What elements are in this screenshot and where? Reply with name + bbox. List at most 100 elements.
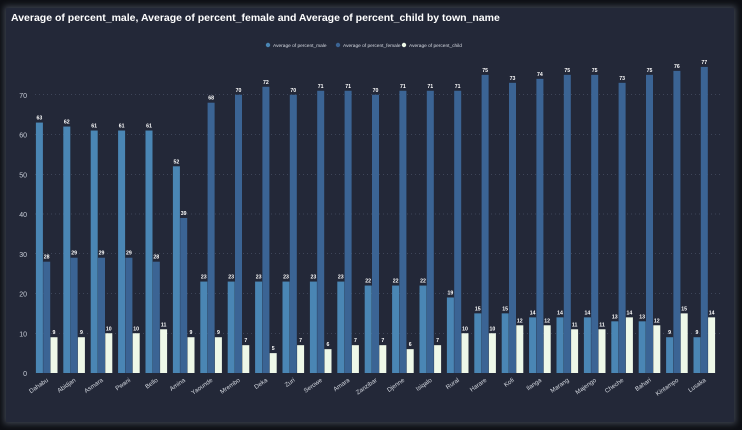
data-label: 12 xyxy=(544,318,550,324)
bar[interactable] xyxy=(132,333,140,373)
x-tick-label: Harare xyxy=(469,377,489,394)
bar[interactable] xyxy=(488,333,496,373)
bar[interactable] xyxy=(317,90,325,374)
bar[interactable] xyxy=(474,313,482,373)
data-label: 12 xyxy=(654,318,660,324)
data-label: 9 xyxy=(668,330,671,336)
bar[interactable] xyxy=(227,281,235,373)
bar[interactable] xyxy=(591,74,599,373)
bar[interactable] xyxy=(337,281,345,373)
bar[interactable] xyxy=(242,345,250,373)
bar[interactable] xyxy=(543,325,551,373)
bar[interactable] xyxy=(200,281,208,373)
bar[interactable] xyxy=(379,345,387,373)
bar[interactable] xyxy=(125,257,133,373)
bar[interactable] xyxy=(364,285,372,373)
bar[interactable] xyxy=(646,74,653,373)
bar[interactable] xyxy=(406,349,414,373)
bar[interactable] xyxy=(324,349,332,373)
bar[interactable] xyxy=(536,78,544,373)
bar[interactable] xyxy=(509,82,516,373)
bar[interactable] xyxy=(446,297,454,373)
x-tick-label: Marang xyxy=(549,377,571,395)
data-label: 9 xyxy=(190,330,193,336)
bar[interactable] xyxy=(399,90,407,374)
x-tick-label: Rural xyxy=(445,377,461,391)
bar[interactable] xyxy=(118,130,126,373)
x-tick-label: Lusaka xyxy=(687,377,708,394)
bar[interactable] xyxy=(160,329,168,373)
bar[interactable] xyxy=(90,130,98,373)
bar[interactable] xyxy=(680,313,688,373)
bar[interactable] xyxy=(392,285,400,373)
bar[interactable] xyxy=(180,217,188,373)
legend-entry: Average of percent_female xyxy=(343,43,401,49)
bar[interactable] xyxy=(638,321,646,373)
data-label: 70 xyxy=(290,88,296,94)
bar[interactable] xyxy=(653,325,661,373)
bar[interactable] xyxy=(35,122,43,373)
chart-title: Average of percent_male, Average of perc… xyxy=(11,12,500,24)
bar[interactable] xyxy=(235,94,242,373)
bar[interactable] xyxy=(70,257,78,373)
data-label: 73 xyxy=(619,76,625,82)
y-tick-label: 20 xyxy=(19,292,27,299)
bar[interactable] xyxy=(556,317,564,373)
data-label: 11 xyxy=(161,322,167,328)
bar[interactable] xyxy=(625,317,633,373)
bar[interactable] xyxy=(172,166,180,373)
bar[interactable] xyxy=(434,345,442,373)
bar[interactable] xyxy=(63,126,71,373)
bar[interactable] xyxy=(454,90,462,374)
x-tick-label: Djenne xyxy=(386,377,407,394)
bar[interactable] xyxy=(372,94,379,373)
bar[interactable] xyxy=(426,90,434,374)
x-tick-label: Asmara xyxy=(83,377,105,395)
bar[interactable] xyxy=(583,317,591,373)
bar[interactable] xyxy=(50,337,58,373)
bar[interactable] xyxy=(461,333,469,373)
bar[interactable] xyxy=(666,337,674,373)
bar[interactable] xyxy=(105,333,113,373)
data-label: 10 xyxy=(106,326,112,332)
bar[interactable] xyxy=(77,337,85,373)
bar[interactable] xyxy=(207,102,215,373)
data-label: 11 xyxy=(599,322,605,328)
bar[interactable] xyxy=(297,345,305,373)
bar[interactable] xyxy=(309,281,317,373)
bar[interactable] xyxy=(700,66,708,374)
data-label: 6 xyxy=(409,342,412,348)
bar[interactable] xyxy=(571,329,579,373)
bar[interactable] xyxy=(673,70,681,374)
bar[interactable] xyxy=(419,285,427,373)
bar[interactable] xyxy=(187,337,195,373)
bar[interactable] xyxy=(344,90,352,374)
bar[interactable] xyxy=(598,329,606,373)
bar[interactable] xyxy=(282,281,290,373)
data-label: 62 xyxy=(64,120,70,126)
bar[interactable] xyxy=(269,353,277,373)
data-label: 9 xyxy=(80,330,83,336)
bar[interactable] xyxy=(289,94,297,373)
bar[interactable] xyxy=(501,313,509,373)
data-label: 70 xyxy=(373,88,379,94)
bar[interactable] xyxy=(152,261,160,373)
bar[interactable] xyxy=(214,337,222,373)
bar[interactable] xyxy=(481,74,489,373)
bar[interactable] xyxy=(529,317,537,373)
bar[interactable] xyxy=(98,257,105,373)
bar[interactable] xyxy=(43,261,51,373)
data-label: 5 xyxy=(272,346,275,352)
bar[interactable] xyxy=(708,317,716,373)
y-tick-label: 50 xyxy=(19,172,27,179)
bar[interactable] xyxy=(351,345,359,373)
bar[interactable] xyxy=(611,321,619,373)
bar[interactable] xyxy=(145,130,153,373)
bar[interactable] xyxy=(255,281,263,373)
bar[interactable] xyxy=(563,74,571,373)
bar[interactable] xyxy=(693,337,701,373)
bar[interactable] xyxy=(516,325,524,373)
bar[interactable] xyxy=(262,86,270,374)
bar[interactable] xyxy=(618,82,626,373)
legend-marker xyxy=(335,42,341,48)
